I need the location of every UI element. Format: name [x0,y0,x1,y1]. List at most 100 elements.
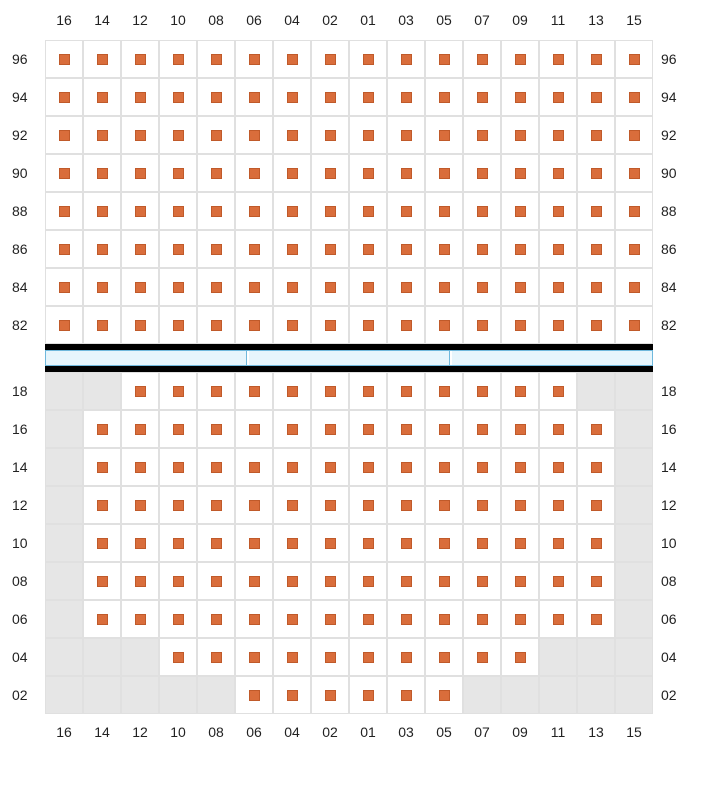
seat-cell[interactable] [197,600,235,638]
seat-cell[interactable] [387,600,425,638]
seat-cell[interactable] [539,524,577,562]
seat-cell[interactable] [349,40,387,78]
seat-cell[interactable] [235,40,273,78]
seat-cell[interactable] [83,410,121,448]
seat-cell[interactable] [121,448,159,486]
seat-cell[interactable] [311,372,349,410]
seat-cell[interactable] [349,230,387,268]
seat-cell[interactable] [501,372,539,410]
seat-cell[interactable] [83,268,121,306]
seat-cell[interactable] [501,154,539,192]
seat-cell[interactable] [311,638,349,676]
seat-cell[interactable] [235,306,273,344]
seat-cell[interactable] [349,78,387,116]
seat-cell[interactable] [83,562,121,600]
seat-cell[interactable] [501,116,539,154]
seat-cell[interactable] [539,600,577,638]
seat-cell[interactable] [349,562,387,600]
seat-cell[interactable] [463,268,501,306]
seat-cell[interactable] [83,116,121,154]
seat-cell[interactable] [273,372,311,410]
seat-cell[interactable] [501,600,539,638]
seat-cell[interactable] [159,230,197,268]
seat-cell[interactable] [121,268,159,306]
seat-cell[interactable] [121,78,159,116]
seat-cell[interactable] [387,306,425,344]
seat-cell[interactable] [577,116,615,154]
seat-cell[interactable] [387,192,425,230]
seat-cell[interactable] [387,116,425,154]
seat-cell[interactable] [349,192,387,230]
seat-cell[interactable] [501,306,539,344]
seat-cell[interactable] [45,230,83,268]
seat-cell[interactable] [159,154,197,192]
seat-cell[interactable] [273,268,311,306]
seat-cell[interactable] [615,230,653,268]
seat-cell[interactable] [235,230,273,268]
seat-cell[interactable] [273,524,311,562]
seat-cell[interactable] [463,372,501,410]
seat-cell[interactable] [121,192,159,230]
seat-cell[interactable] [463,600,501,638]
seat-cell[interactable] [83,448,121,486]
seat-cell[interactable] [349,638,387,676]
seat-cell[interactable] [121,116,159,154]
seat-cell[interactable] [121,486,159,524]
seat-cell[interactable] [197,230,235,268]
seat-cell[interactable] [197,116,235,154]
seat-cell[interactable] [159,306,197,344]
seat-cell[interactable] [577,40,615,78]
seat-cell[interactable] [615,78,653,116]
seat-cell[interactable] [273,638,311,676]
seat-cell[interactable] [577,486,615,524]
seat-cell[interactable] [235,192,273,230]
seat-cell[interactable] [159,600,197,638]
seat-cell[interactable] [425,192,463,230]
seat-cell[interactable] [387,524,425,562]
seat-cell[interactable] [273,448,311,486]
seat-cell[interactable] [425,486,463,524]
seat-cell[interactable] [539,230,577,268]
seat-cell[interactable] [539,154,577,192]
seat-cell[interactable] [197,638,235,676]
seat-cell[interactable] [425,78,463,116]
seat-cell[interactable] [311,268,349,306]
seat-cell[interactable] [577,268,615,306]
seat-cell[interactable] [235,524,273,562]
seat-cell[interactable] [273,116,311,154]
seat-cell[interactable] [387,562,425,600]
seat-cell[interactable] [83,524,121,562]
seat-cell[interactable] [425,372,463,410]
seat-cell[interactable] [235,562,273,600]
seat-cell[interactable] [425,448,463,486]
seat-cell[interactable] [235,676,273,714]
seat-cell[interactable] [577,600,615,638]
seat-cell[interactable] [463,638,501,676]
seat-cell[interactable] [501,192,539,230]
seat-cell[interactable] [83,230,121,268]
seat-cell[interactable] [577,410,615,448]
seat-cell[interactable] [83,192,121,230]
seat-cell[interactable] [425,410,463,448]
seat-cell[interactable] [159,116,197,154]
seat-cell[interactable] [425,306,463,344]
seat-cell[interactable] [349,306,387,344]
seat-cell[interactable] [501,486,539,524]
seat-cell[interactable] [615,116,653,154]
seat-cell[interactable] [121,154,159,192]
seat-cell[interactable] [121,306,159,344]
seat-cell[interactable] [425,268,463,306]
seat-cell[interactable] [159,410,197,448]
seat-cell[interactable] [197,40,235,78]
seat-cell[interactable] [539,116,577,154]
seat-cell[interactable] [539,78,577,116]
seat-cell[interactable] [197,192,235,230]
seat-cell[interactable] [463,40,501,78]
seat-cell[interactable] [197,78,235,116]
seat-cell[interactable] [425,600,463,638]
seat-cell[interactable] [577,78,615,116]
seat-cell[interactable] [387,230,425,268]
seat-cell[interactable] [463,116,501,154]
seat-cell[interactable] [387,638,425,676]
seat-cell[interactable] [159,562,197,600]
